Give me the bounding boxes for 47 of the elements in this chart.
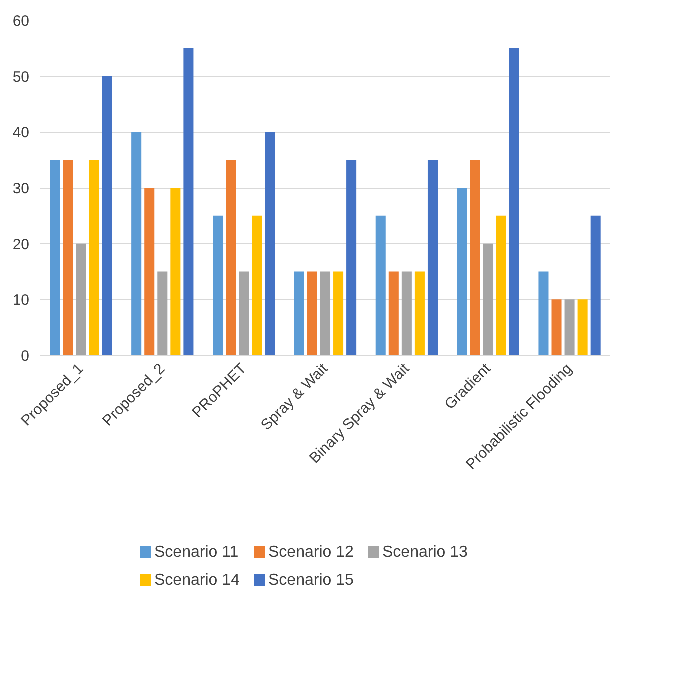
bar [470, 160, 480, 356]
bar [294, 272, 304, 356]
bar [388, 272, 399, 356]
y-tick-label: 40 [12, 124, 30, 142]
bar [252, 216, 262, 356]
bar [63, 160, 74, 356]
bar [170, 188, 181, 356]
y-tick-label: 50 [12, 68, 30, 86]
bar [132, 132, 142, 356]
bar [428, 160, 438, 356]
legend-label: Scenario 11 [154, 544, 239, 561]
bar [265, 132, 276, 356]
y-tick-label: 10 [12, 292, 30, 310]
bar [496, 216, 506, 356]
bar [239, 272, 250, 356]
bar [538, 272, 549, 356]
bar [50, 160, 60, 356]
legend-label: Scenario 14 [154, 572, 240, 589]
bar [334, 272, 344, 356]
bar [213, 216, 224, 356]
bar [483, 244, 494, 356]
y-tick-label: 60 [12, 13, 30, 30]
bar [226, 160, 236, 356]
bar [376, 216, 386, 356]
bar [89, 160, 100, 356]
bar [578, 300, 588, 356]
bar [414, 272, 425, 356]
bar [552, 300, 562, 356]
bar [346, 160, 357, 356]
y-tick-label: 20 [12, 236, 30, 254]
legend-label: Scenario 12 [268, 544, 354, 561]
bar [457, 188, 468, 356]
bar [320, 272, 331, 356]
bar [76, 244, 86, 356]
bar [102, 76, 112, 356]
bar [509, 48, 520, 356]
bar [307, 272, 318, 356]
legend-label: Scenario 13 [382, 544, 468, 561]
y-tick-label: 0 [21, 348, 30, 365]
y-tick-label: 30 [12, 180, 30, 198]
bar [158, 272, 168, 356]
bar [184, 48, 194, 356]
bar [590, 216, 601, 356]
legend-label: Scenario 15 [268, 572, 354, 589]
bar [144, 188, 155, 356]
bar [402, 272, 412, 356]
bar [564, 300, 575, 356]
